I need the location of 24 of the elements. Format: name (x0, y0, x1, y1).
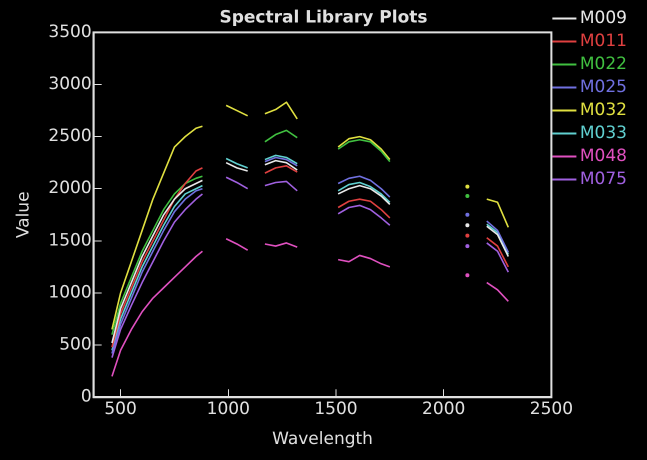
x-tick-label: 1000 (206, 398, 250, 419)
legend-label: M033 (580, 122, 628, 143)
y-axis-title: Value (14, 191, 34, 238)
y-tick-label: 1500 (48, 230, 92, 250)
legend-label: M048 (580, 146, 628, 166)
legend-label: M022 (580, 54, 628, 74)
y-tick-label: 2000 (48, 178, 92, 198)
legend-label: M032 (580, 100, 628, 120)
chart-title: Spectral Library Plots (219, 8, 428, 28)
x-tick-label: 2500 (530, 398, 574, 419)
legend-label: M011 (580, 30, 628, 51)
y-tick-label: 500 (59, 334, 92, 355)
x-tick-label: 1500 (314, 398, 358, 419)
x-tick-label: 500 (104, 398, 137, 419)
y-tick-label: 0 (80, 386, 92, 407)
y-tick-label: 3500 (48, 22, 92, 42)
legend-label: M075 (580, 168, 628, 189)
legend-label: M009 (580, 8, 628, 28)
x-tick-label: 2000 (422, 398, 466, 419)
legend-label: M025 (580, 76, 628, 97)
x-axis-title: Wavelength (272, 429, 373, 450)
y-tick-label: 1000 (48, 282, 92, 302)
y-tick-label: 2500 (48, 126, 92, 146)
y-tick-label: 3000 (48, 74, 92, 94)
